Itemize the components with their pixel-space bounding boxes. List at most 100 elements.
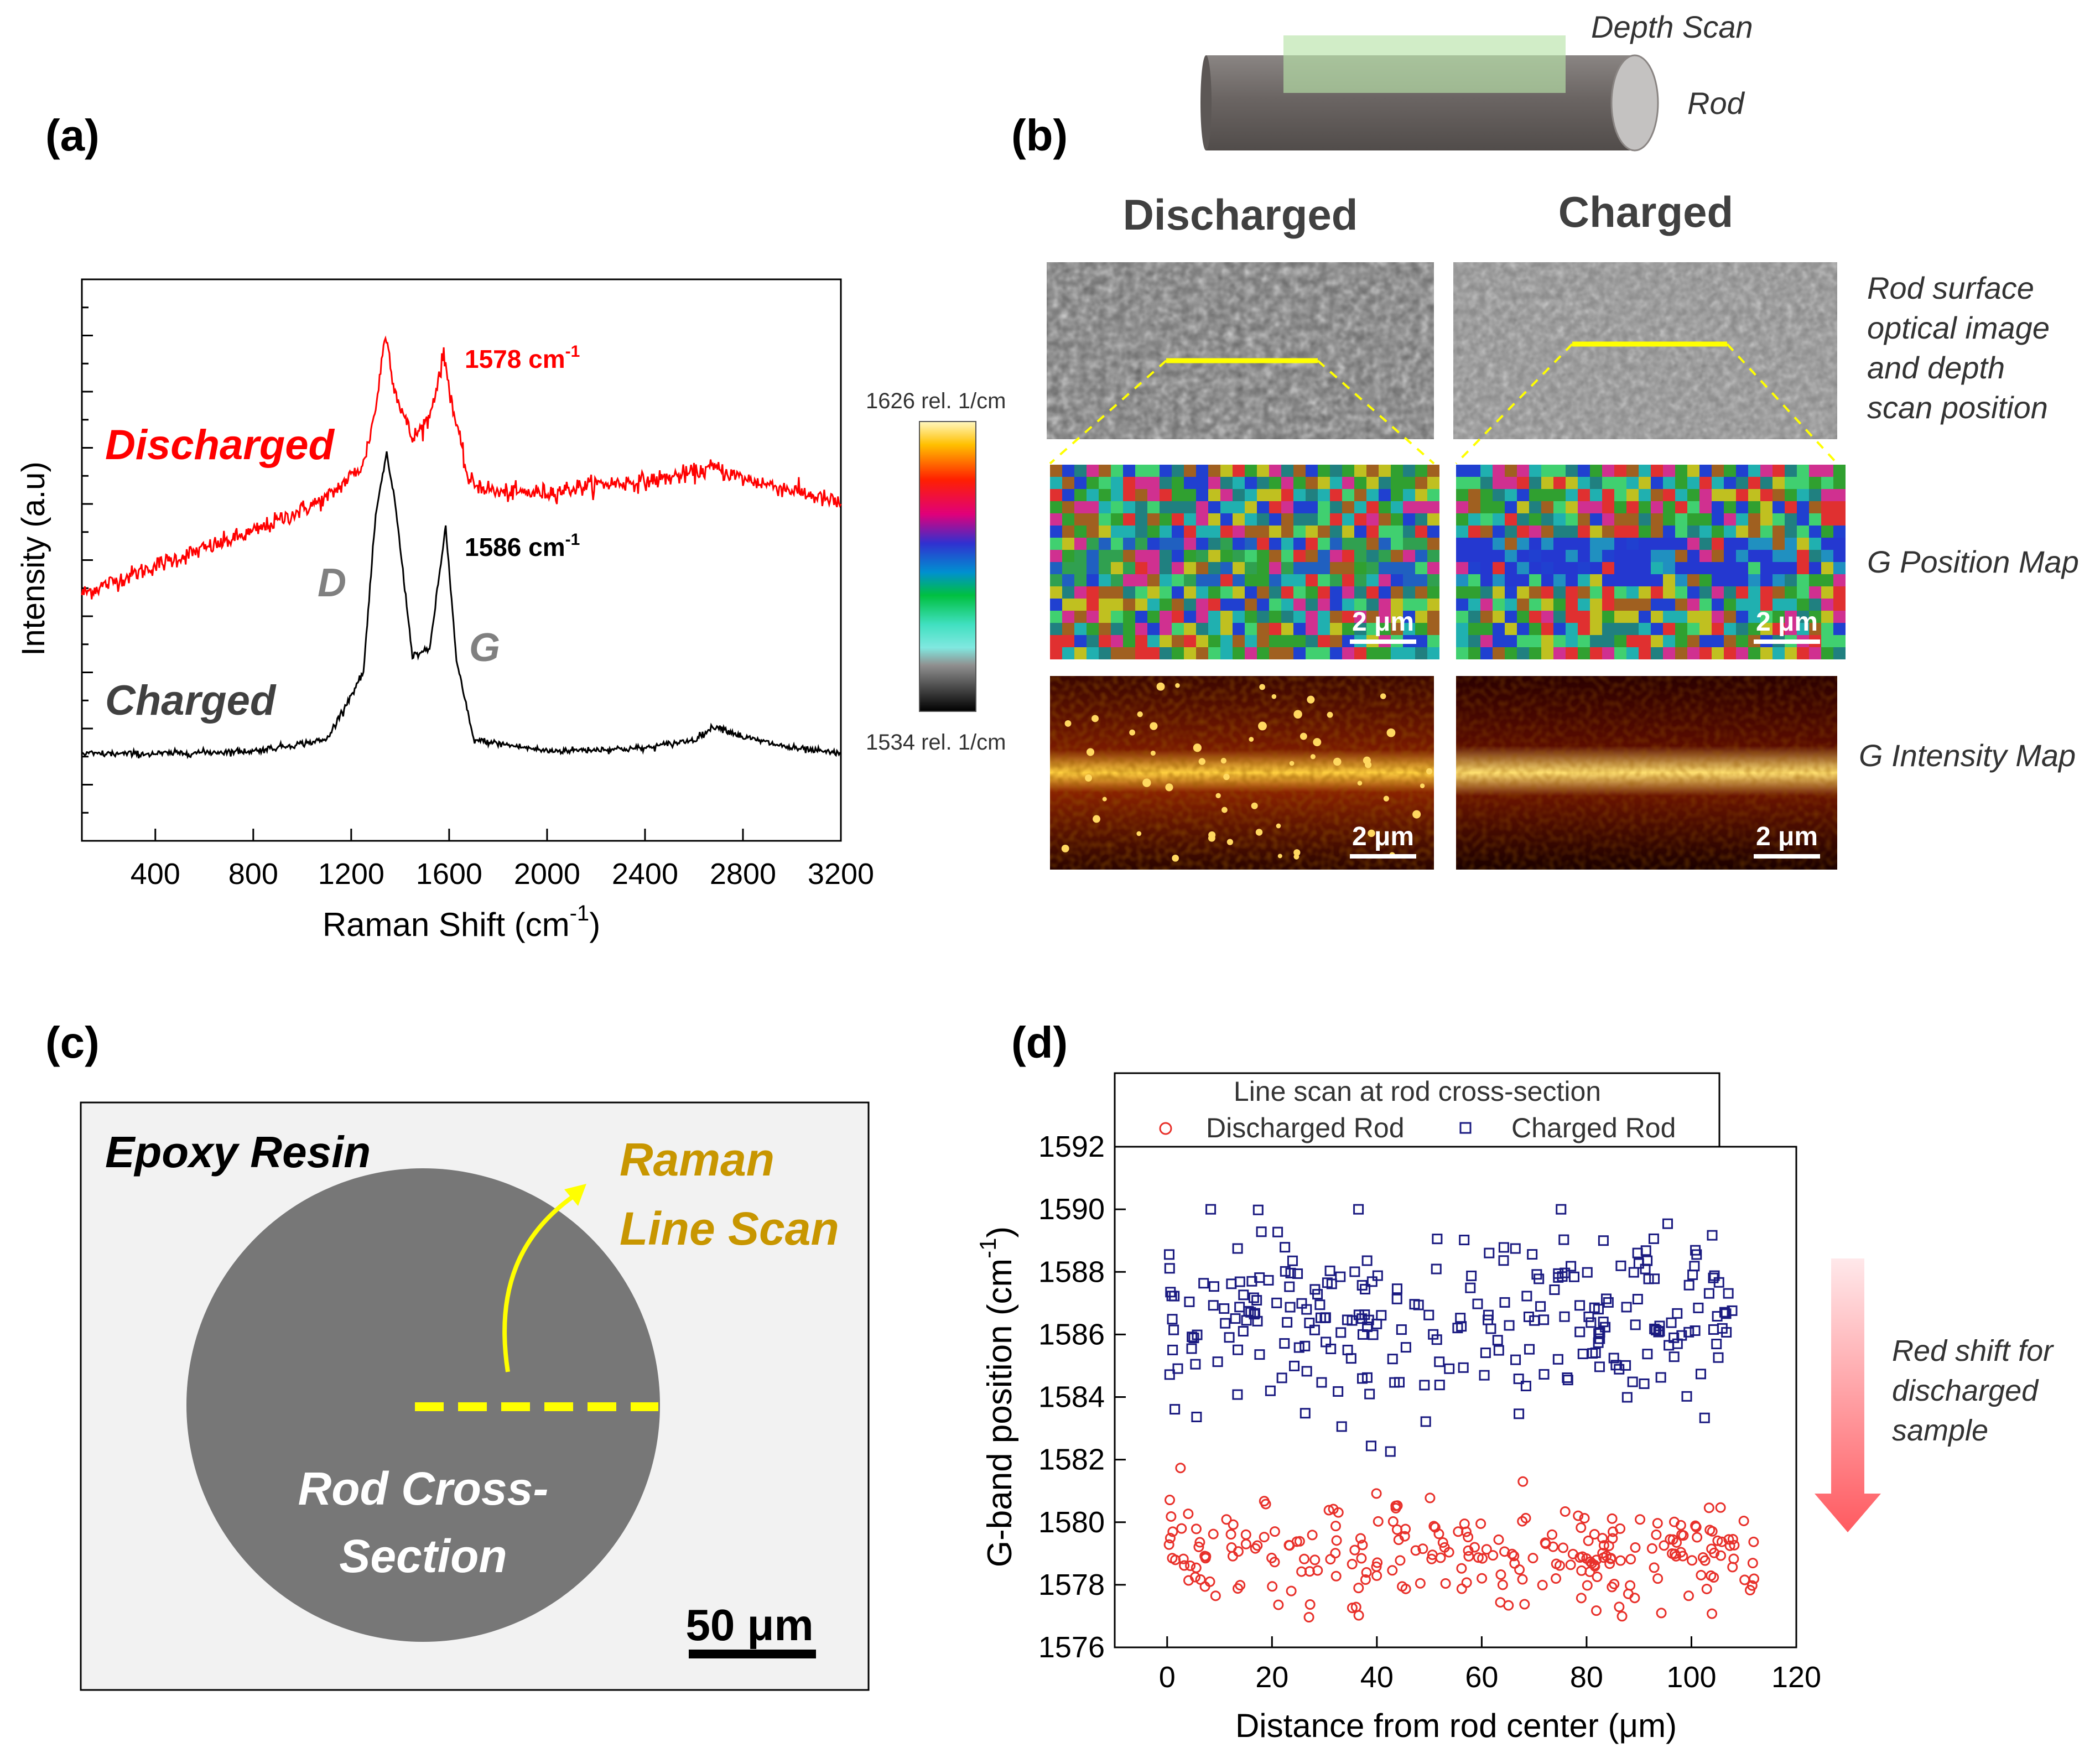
point-discharged [1591, 1605, 1602, 1616]
point-discharged [1273, 1599, 1284, 1610]
point-discharged [1440, 1578, 1451, 1589]
point-charged [1289, 1360, 1300, 1371]
point-discharged [1709, 1547, 1720, 1558]
point-discharged [1307, 1530, 1318, 1541]
point-charged [1527, 1249, 1538, 1260]
chart-a-xtick-label: 1600 [416, 857, 482, 891]
point-charged [1590, 1347, 1601, 1358]
point-charged [1577, 1348, 1588, 1359]
point-discharged [1286, 1585, 1297, 1596]
point-charged [1531, 1269, 1542, 1280]
chart-d-ticks [1115, 1146, 1797, 1648]
point-charged [1586, 1317, 1597, 1328]
point-charged [1333, 1386, 1344, 1397]
point-charged [1452, 1323, 1463, 1334]
point-charged [1368, 1329, 1379, 1340]
point-charged [1458, 1362, 1469, 1373]
point-charged [1224, 1332, 1235, 1343]
point-charged [1361, 1255, 1373, 1266]
point-charged [1163, 1249, 1174, 1260]
point-charged [1583, 1311, 1594, 1322]
point-charged [1309, 1284, 1321, 1295]
point-discharged [1208, 1528, 1219, 1539]
point-discharged [1629, 1593, 1640, 1604]
chart-a-xtick-label: 2000 [514, 857, 580, 891]
point-charged [1198, 1278, 1209, 1289]
point-discharged [1615, 1555, 1626, 1566]
point-charged [1459, 1235, 1470, 1246]
point-charged [1632, 1293, 1643, 1304]
point-discharged [1463, 1551, 1474, 1562]
point-discharged [1579, 1512, 1590, 1523]
chart-d-ytick-label: 1578 [1038, 1568, 1105, 1601]
point-charged [1220, 1318, 1231, 1329]
colorbar-min-label: 1534 rel. 1/cm [866, 730, 1006, 755]
point-discharged [1426, 1553, 1437, 1564]
point-discharged [1430, 1522, 1441, 1533]
point-charged [1169, 1404, 1181, 1415]
red-shift-label-1: Red shift for [1892, 1334, 2054, 1367]
point-discharged [1667, 1534, 1678, 1545]
point-charged [1353, 1309, 1364, 1320]
point-discharged [1547, 1541, 1558, 1552]
point-charged [1559, 1311, 1570, 1322]
point-charged [1376, 1310, 1387, 1321]
point-charged [1187, 1331, 1198, 1343]
point-discharged [1353, 1583, 1364, 1594]
point-discharged [1540, 1537, 1551, 1548]
point-discharged [1683, 1590, 1694, 1601]
point-discharged [1585, 1556, 1596, 1567]
point-charged [1184, 1296, 1195, 1307]
point-discharged [1576, 1565, 1587, 1576]
point-discharged [1625, 1554, 1636, 1565]
point-charged [1552, 1354, 1563, 1365]
point-charged [1608, 1353, 1619, 1364]
point-charged [1265, 1385, 1276, 1396]
point-charged [1254, 1349, 1265, 1360]
point-discharged [1435, 1552, 1446, 1563]
point-discharged [1519, 1599, 1530, 1610]
point-charged [1434, 1380, 1445, 1391]
point-charged [1484, 1247, 1495, 1258]
point-discharged [1723, 1534, 1734, 1545]
chart-a-xtick-label: 1200 [318, 857, 384, 891]
point-discharged [1738, 1515, 1749, 1526]
colorbar-max-label: 1626 rel. 1/cm [866, 389, 1006, 413]
chart-d-xtick-label: 0 [1159, 1661, 1176, 1694]
point-charged [1205, 1204, 1217, 1215]
point-charged [1598, 1235, 1609, 1246]
point-charged [1234, 1276, 1245, 1287]
point-charged [1314, 1299, 1326, 1310]
point-discharged [1428, 1521, 1439, 1532]
point-discharged [1361, 1567, 1372, 1578]
point-discharged [1537, 1579, 1548, 1590]
point-discharged [1560, 1506, 1571, 1517]
point-charged [1356, 1280, 1368, 1291]
point-charged [1434, 1356, 1445, 1367]
epoxy-resin-label: Epoxy Resin [105, 1127, 371, 1177]
point-discharged [1656, 1608, 1667, 1619]
row-optical-line-3: and depth [1867, 350, 2005, 385]
point-charged [1284, 1281, 1295, 1292]
chart-d-frame [1114, 1146, 1797, 1648]
scan-direction-arrow [502, 1193, 577, 1372]
point-discharged [1456, 1563, 1467, 1574]
point-charged [1703, 1288, 1714, 1299]
optical-image-charged [1453, 262, 1838, 465]
point-discharged [1415, 1578, 1426, 1589]
point-charged [1687, 1270, 1698, 1281]
point-charged [1232, 1389, 1243, 1400]
point-discharged [1703, 1502, 1714, 1513]
point-discharged [1299, 1553, 1310, 1564]
point-charged [1598, 1317, 1609, 1328]
point-charged [1514, 1408, 1525, 1419]
raman-label-1: Raman [620, 1133, 774, 1185]
point-charged [1672, 1338, 1683, 1349]
point-discharged [1371, 1488, 1382, 1499]
point-discharged [1747, 1558, 1758, 1569]
point-charged [1432, 1234, 1443, 1245]
point-charged [1553, 1268, 1564, 1279]
point-charged [1271, 1297, 1282, 1308]
point-charged [1279, 1338, 1290, 1349]
point-charged [1316, 1377, 1327, 1388]
